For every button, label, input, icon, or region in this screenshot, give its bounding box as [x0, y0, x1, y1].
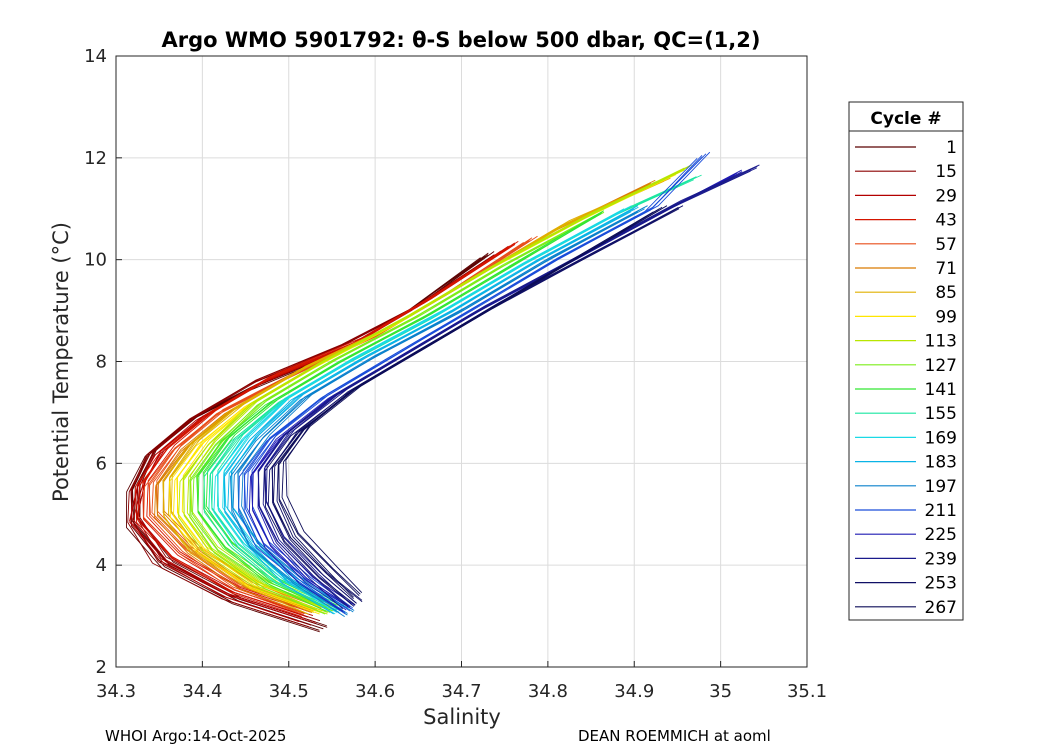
x-tick-label: 35.1: [787, 681, 827, 702]
profile-line: [246, 153, 707, 610]
series-layer: [125, 151, 760, 633]
legend-entry-71: 71: [855, 259, 957, 279]
y-axis-label: Potential Temperature (°C): [49, 222, 73, 502]
legend-entry-225: 225: [855, 525, 957, 545]
legend-entry-155: 155: [855, 404, 957, 424]
x-axis-label: Salinity: [423, 705, 501, 729]
legend-label: 57: [935, 235, 957, 255]
profile-line: [186, 166, 690, 610]
profile-line: [142, 244, 516, 614]
profile-line: [137, 251, 503, 622]
legend-entry-267: 267: [855, 598, 957, 618]
plot-frame: [115, 55, 808, 668]
legend-label: 253: [925, 574, 957, 594]
legend-label: 155: [925, 404, 957, 424]
legend-entry-113: 113: [855, 332, 957, 352]
legend-entry-169: 169: [855, 428, 957, 448]
legend-label: 99: [935, 307, 957, 327]
x-tick-labels: 34.3 34.4 34.5 34.6 34.7 34.8 34.9 35 35.1: [96, 681, 827, 702]
legend-label: 85: [935, 283, 957, 303]
x-tick-label: 34.4: [182, 681, 222, 702]
legend-entry-141: 141: [855, 380, 957, 400]
profile-line: [227, 208, 634, 612]
legend-label: 29: [935, 186, 957, 206]
legend-entry-127: 127: [855, 356, 957, 376]
series-211: [238, 151, 711, 615]
legend-label: 1: [946, 138, 957, 158]
profile-line: [264, 166, 758, 605]
legend-entry-211: 211: [855, 501, 957, 521]
x-tick-label: 35: [709, 681, 732, 702]
y-tick-label: 4: [96, 555, 107, 576]
series-267: [273, 205, 668, 600]
legend-entries: 1 15 29 43 57 71 85 99 113 127 141 155 169 183 197 211 2…: [855, 138, 957, 618]
legend-label: 71: [935, 259, 957, 279]
y-tick-label: 12: [84, 148, 107, 169]
series-15: [127, 251, 503, 628]
footer-left: WHOI Argo:14-Oct-2025: [105, 727, 286, 745]
legend-entry-183: 183: [855, 453, 957, 473]
profile-line: [241, 205, 648, 611]
profile-line: [203, 211, 603, 608]
y-tick-label: 14: [84, 46, 107, 67]
x-tick-label: 34.3: [96, 681, 136, 702]
profile-line: [251, 151, 711, 609]
legend-title: Cycle #: [870, 109, 941, 129]
x-tick-label: 34.7: [441, 681, 481, 702]
y-tick-label: 6: [96, 453, 107, 474]
y-tick-label: 10: [84, 250, 107, 271]
legend-entry-239: 239: [855, 549, 957, 569]
legend-entry-29: 29: [855, 186, 957, 206]
legend-entry-1: 1: [855, 138, 957, 158]
chart-title: Argo WMO 5901792: θ-S below 500 dbar, QC…: [162, 28, 761, 52]
legend-label: 183: [925, 453, 957, 473]
legend-entry-197: 197: [855, 477, 957, 497]
legend-entry-99: 99: [855, 307, 957, 327]
legend-label: 211: [925, 501, 957, 521]
x-tick-label: 34.6: [355, 681, 395, 702]
footer-right: DEAN ROEMMICH at aoml: [578, 727, 771, 745]
legend-label: 267: [925, 598, 957, 618]
legend-label: 43: [935, 211, 957, 231]
y-tick-label: 2: [96, 657, 107, 678]
profile-line: [190, 164, 692, 609]
profile-line: [223, 205, 632, 609]
legend-entry-43: 43: [855, 211, 957, 231]
legend-label: 15: [935, 162, 957, 182]
x-tick-label: 34.5: [269, 681, 309, 702]
legend-label: 127: [925, 356, 957, 376]
y-tick-label: 8: [96, 352, 107, 373]
series-113: [178, 164, 692, 615]
legend: Cycle # 1 15 29 43 57 71 85 99 113 127 141 155 169 18…: [848, 101, 964, 621]
profile-line: [142, 242, 516, 613]
x-tick-label: 34.8: [528, 681, 568, 702]
legend-entry-57: 57: [855, 235, 957, 255]
profile-line: [264, 211, 672, 607]
legend-label: 225: [925, 525, 957, 545]
profile-line: [176, 172, 678, 612]
y-tick-labels: 2 4 6 8 10 12 14: [84, 46, 107, 678]
profile-line: [285, 205, 668, 593]
legend-label: 113: [925, 332, 957, 352]
legend-label: 141: [925, 380, 957, 400]
profile-line: [136, 252, 500, 623]
profile-line: [196, 210, 605, 609]
legend-label: 197: [925, 477, 957, 497]
legend-entry-85: 85: [855, 283, 957, 303]
legend-entry-253: 253: [855, 574, 957, 594]
x-tick-label: 34.9: [614, 681, 654, 702]
profile-line: [281, 206, 663, 595]
legend-label: 239: [925, 549, 957, 569]
legend-entry-15: 15: [855, 162, 957, 182]
legend-label: 169: [925, 428, 957, 448]
